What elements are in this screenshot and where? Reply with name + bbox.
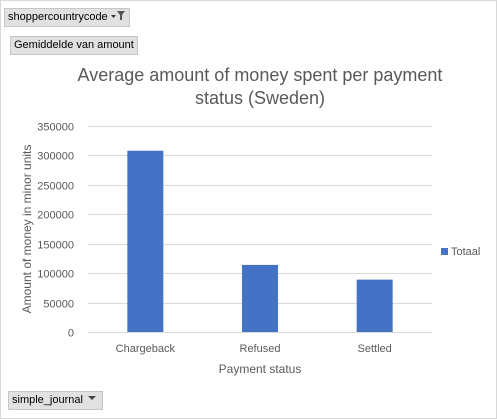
- y-tick-label: 0: [68, 328, 74, 340]
- y-tick-label: 100000: [37, 269, 74, 281]
- legend-swatch: [441, 248, 448, 255]
- y-tick-label: 50000: [43, 299, 74, 311]
- x-tick-label: Settled: [358, 343, 392, 355]
- bars: [127, 150, 393, 332]
- journal-field-label: simple_journal: [12, 394, 83, 406]
- y-axis-label: Amount of money in minor units: [20, 145, 34, 314]
- dropdown-arrow-icon[interactable]: [85, 392, 99, 410]
- y-tick-label: 200000: [37, 210, 74, 222]
- chart-title: Average amount of money spent per paymen…: [40, 64, 480, 110]
- country-field-button[interactable]: shoppercountrycode: [4, 8, 130, 27]
- bar-chargeback: [127, 150, 164, 332]
- x-axis-ticks: Chargeback Refused Settled: [116, 343, 392, 355]
- chart-title-line-1: Average amount of money spent per paymen…: [77, 65, 443, 85]
- bar-refused: [242, 264, 278, 332]
- x-tick-label: Chargeback: [116, 343, 176, 355]
- x-axis-label: Payment status: [219, 362, 302, 376]
- y-axis-ticks: 0 50000 100000 150000 200000 250000 300000 3500…: [37, 122, 74, 340]
- legend-entry-totaal: Totaal: [451, 246, 480, 258]
- y-tick-label: 150000: [37, 240, 74, 252]
- y-tick-label: 300000: [37, 151, 74, 163]
- y-tick-label: 350000: [37, 122, 74, 134]
- chart-title-line-2: status (Sweden): [194, 88, 326, 108]
- measure-field-button[interactable]: Gemiddelde van amount: [10, 36, 138, 55]
- country-field-label: shoppercountrycode: [8, 11, 108, 23]
- filter-dropdown-icon[interactable]: [110, 9, 126, 27]
- bar-settled: [356, 279, 393, 332]
- x-tick-label: Refused: [240, 343, 281, 355]
- y-tick-label: 250000: [37, 181, 74, 193]
- measure-field-label: Gemiddelde van amount: [14, 39, 134, 51]
- journal-field-button[interactable]: simple_journal: [8, 391, 103, 410]
